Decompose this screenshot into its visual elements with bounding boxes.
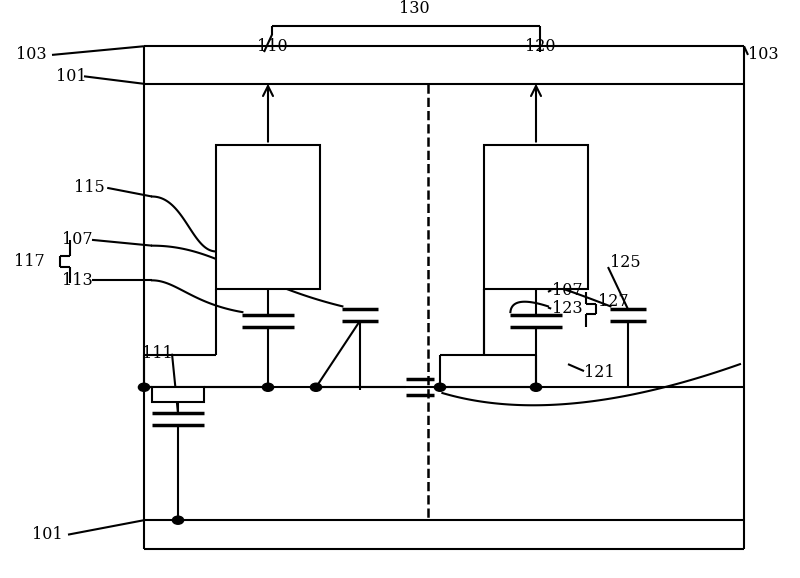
Text: 107: 107 [552, 281, 582, 299]
Text: 127: 127 [598, 293, 629, 310]
Text: 115: 115 [74, 179, 104, 197]
Text: 123: 123 [552, 300, 582, 317]
Circle shape [173, 516, 184, 524]
Text: 103: 103 [748, 46, 778, 64]
Circle shape [138, 383, 150, 391]
Bar [484, 144, 588, 289]
Text: 125: 125 [610, 254, 640, 272]
Text: 101: 101 [56, 68, 86, 85]
Text: 120: 120 [525, 38, 555, 54]
Circle shape [434, 383, 446, 391]
Bar [216, 144, 320, 289]
Text: 121: 121 [584, 364, 614, 381]
Text: 130: 130 [398, 1, 430, 17]
Text: 101: 101 [32, 526, 62, 543]
Text: 113: 113 [62, 272, 93, 289]
Circle shape [530, 383, 542, 391]
Circle shape [262, 383, 274, 391]
Bar [152, 387, 204, 402]
Text: 103: 103 [16, 46, 46, 64]
Text: 117: 117 [14, 253, 45, 271]
Text: 107: 107 [62, 231, 93, 249]
Text: 110: 110 [257, 38, 287, 54]
Text: 111: 111 [142, 345, 173, 362]
Circle shape [310, 383, 322, 391]
